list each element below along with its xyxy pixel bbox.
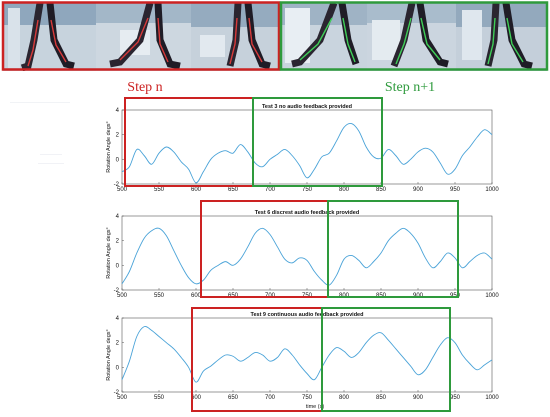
x-tick-labels: 500 550 600 650 700 750 800 850 900 950 1000 <box>117 187 499 193</box>
y-tick-label: 0 <box>116 157 120 163</box>
x-tick-label: 950 <box>450 187 461 193</box>
chart-title: Test 6 discrest audio feedback provided <box>255 210 359 216</box>
x-tick-label: 550 <box>154 187 165 193</box>
x-tick-label: 700 <box>265 395 276 401</box>
y-tick-label: -2 <box>114 182 120 188</box>
chart-panel-test-9: Test 9 continuous audio feedback provide… <box>106 312 499 410</box>
chart-ylabel: Rotation Angle degs° <box>106 329 112 380</box>
x-tick-label: 700 <box>265 187 276 193</box>
y-tick-label: 4 <box>116 214 120 220</box>
y-tick-label: -2 <box>114 390 120 396</box>
series-line <box>121 325 493 383</box>
y-tick-label: 0 <box>116 263 120 269</box>
chart-xlabel: time (s) <box>306 404 325 410</box>
y-tick-label: 2 <box>116 239 120 245</box>
y-tick-label: 4 <box>116 108 120 114</box>
x-tick-label: 850 <box>376 187 387 193</box>
chart-ylabel: Rotation Angle degs° <box>106 227 112 278</box>
step-n1-frame <box>279 1 549 71</box>
video-frames <box>3 3 547 71</box>
x-tick-labels: 500 550 600 650 700 750 800 850 900 950 1000 <box>117 395 499 401</box>
axis-ticks <box>121 317 493 393</box>
chart-title: Test 9 continuous audio feedback provide… <box>251 312 364 318</box>
series-line <box>121 122 493 184</box>
video-frame-2 <box>96 3 191 71</box>
x-tick-label: 500 <box>117 187 128 193</box>
step-n1-box-test-9 <box>321 307 451 412</box>
video-frame-3 <box>191 3 281 71</box>
x-tick-label: 550 <box>154 293 165 299</box>
series-line <box>121 227 493 286</box>
x-tick-label: 900 <box>413 395 424 401</box>
x-tick-label: 1000 <box>485 187 499 193</box>
step-n-frame <box>1 1 281 71</box>
x-tick-label: 850 <box>376 395 387 401</box>
y-tick-label: 2 <box>116 133 120 139</box>
x-tick-label: 500 <box>117 395 128 401</box>
x-tick-label: 800 <box>339 187 350 193</box>
step-n1-box-test-3 <box>252 97 383 187</box>
axis-ticks <box>121 109 493 185</box>
step-n-label: Step n <box>127 80 162 95</box>
ghost-artifact <box>10 102 70 164</box>
chart-panel-test-6: Test 6 discrest audio feedback provided … <box>106 210 499 299</box>
x-tick-label: 650 <box>228 395 239 401</box>
y-tick-labels: -2 0 2 4 <box>114 108 120 188</box>
step-n1-label: Step n+1 <box>385 80 435 95</box>
x-tick-label: 1000 <box>485 293 499 299</box>
y-tick-labels: -2 0 2 4 <box>114 214 120 294</box>
y-tick-labels: -2 0 2 4 <box>114 316 120 396</box>
x-tick-label: 550 <box>154 395 165 401</box>
y-tick-label: 2 <box>116 341 120 347</box>
x-tick-label: 950 <box>450 395 461 401</box>
chart-plot-area <box>121 317 493 393</box>
x-tick-label: 600 <box>191 395 202 401</box>
video-frame-4 <box>281 3 367 71</box>
y-tick-label: -2 <box>114 288 120 294</box>
axis-ticks <box>121 215 493 291</box>
chart-plot-area <box>121 215 493 291</box>
video-frame-6 <box>456 3 547 71</box>
chart-title: Test 3 no audio feedback provided <box>262 104 352 110</box>
x-tick-label: 800 <box>339 395 350 401</box>
x-tick-label: 1000 <box>485 395 499 401</box>
video-frame-1 <box>3 3 96 71</box>
step-n1-box-test-6 <box>327 200 459 298</box>
x-tick-label: 600 <box>191 293 202 299</box>
chart-plot-area <box>121 109 493 185</box>
y-tick-label: 4 <box>116 316 120 322</box>
x-tick-label: 900 <box>413 187 424 193</box>
step-highlight-boxes <box>124 97 459 412</box>
x-tick-label: 600 <box>191 187 202 193</box>
x-tick-label: 650 <box>228 187 239 193</box>
x-tick-label: 750 <box>302 187 313 193</box>
chart-ylabel: Rotation Angle degs° <box>106 121 112 172</box>
x-tick-label: 750 <box>302 395 313 401</box>
y-tick-label: 0 <box>116 365 120 371</box>
chart-panel-test-3: Test 3 no audio feedback provided Rotati… <box>106 104 499 193</box>
x-tick-label: 500 <box>117 293 128 299</box>
video-frame-5 <box>367 3 456 71</box>
